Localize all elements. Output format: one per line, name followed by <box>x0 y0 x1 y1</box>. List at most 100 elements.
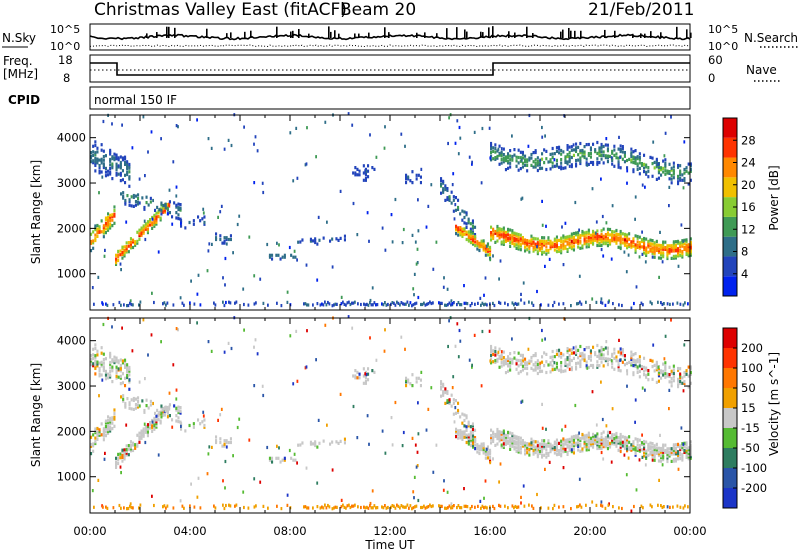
velocity-cell <box>543 442 546 446</box>
power-cell <box>519 150 522 154</box>
velocity-cell <box>417 498 420 503</box>
power-cell <box>119 253 122 257</box>
power-cell <box>465 222 468 226</box>
velocity-cell <box>128 401 131 405</box>
velocity-cell <box>575 352 578 356</box>
velocity-cell <box>572 451 575 455</box>
velocity-cell <box>104 357 107 361</box>
velocity-cell <box>528 359 531 363</box>
power-cell <box>610 257 613 261</box>
velocity-cell <box>352 504 355 508</box>
power-cell <box>225 300 227 305</box>
power-cell <box>598 238 601 242</box>
power-cell <box>140 231 143 236</box>
velocity-cell <box>115 371 118 375</box>
power-cell <box>596 234 599 239</box>
velocity-cell <box>179 499 182 503</box>
velocity-cell <box>123 455 126 459</box>
velocity-cell <box>137 403 140 407</box>
power-cell <box>683 178 686 182</box>
velocity-cell <box>657 446 660 450</box>
velocity-cell <box>615 439 618 443</box>
power-cell <box>490 145 493 149</box>
power-cell <box>626 235 629 239</box>
velocity-cell <box>687 453 690 457</box>
power-cell <box>161 210 164 214</box>
velocity-cell <box>467 424 470 428</box>
power-cell <box>225 242 228 246</box>
velocity-cell <box>102 430 105 434</box>
power-cell <box>504 238 507 242</box>
velocity-cell <box>101 378 104 382</box>
power-cell <box>560 148 563 153</box>
power-cell <box>670 168 673 172</box>
velocity-cell <box>360 505 362 510</box>
velocity-cell <box>356 370 359 374</box>
velocity-cell <box>469 436 472 440</box>
velocity-cell <box>610 460 613 464</box>
velocity-cell <box>566 451 569 455</box>
power-cell <box>551 161 554 165</box>
power-cell <box>677 248 680 253</box>
power-cell <box>352 171 355 175</box>
power-cell <box>638 152 641 156</box>
power-cell <box>242 287 245 291</box>
power-cell <box>197 273 200 277</box>
velocity-cell <box>496 437 499 441</box>
power-cell <box>555 158 558 162</box>
velocity-cell <box>581 436 584 440</box>
power-cell <box>674 249 677 253</box>
velocity-cell <box>326 423 328 427</box>
power-cell <box>689 240 692 245</box>
power-cell <box>94 143 97 148</box>
velocity-cell <box>486 506 488 510</box>
power-cell <box>279 257 282 261</box>
velocity-cell <box>520 400 523 404</box>
power-cell <box>575 148 578 152</box>
velocity-cell <box>668 407 670 411</box>
power-cell <box>681 239 684 243</box>
power-cell <box>162 302 164 306</box>
velocity-cell <box>357 505 359 509</box>
power-cell <box>261 181 264 185</box>
power-cell <box>577 245 580 249</box>
velocity-cell <box>440 394 443 398</box>
power-cell <box>458 125 461 130</box>
velocity-cell <box>115 465 118 469</box>
power-cell <box>329 239 332 243</box>
velocity-cell <box>397 504 400 508</box>
power-cell <box>215 236 218 240</box>
velocity-cell <box>180 427 183 431</box>
power-cell <box>617 238 620 242</box>
velocity-cell <box>496 435 499 439</box>
velocity-cell <box>102 427 105 431</box>
velocity-cell <box>666 452 669 456</box>
velocity-cell <box>555 447 558 451</box>
power-cell <box>113 152 116 156</box>
velocity-cell <box>450 502 453 506</box>
power-cell <box>152 198 154 203</box>
power-cell <box>604 242 607 246</box>
velocity-cell <box>555 367 558 371</box>
power-cell <box>589 155 592 159</box>
power-cell <box>492 227 495 231</box>
power-cell <box>600 177 602 181</box>
velocity-cell <box>664 375 667 379</box>
power-cell <box>657 250 660 255</box>
velocity-cell <box>618 338 620 342</box>
velocity-cell <box>126 363 129 367</box>
velocity-cell <box>605 340 608 344</box>
power-cell <box>123 248 126 253</box>
power-cell <box>100 161 103 165</box>
velocity-cell <box>175 408 178 412</box>
velocity-cell <box>181 504 184 508</box>
power-cell <box>541 250 544 254</box>
power-cell <box>107 219 110 223</box>
velocity-cell <box>600 439 603 443</box>
power-cell <box>157 211 160 215</box>
velocity-cell <box>553 361 556 365</box>
velocity-cell <box>502 356 505 360</box>
velocity-cell <box>545 442 548 446</box>
power-cell <box>109 213 112 217</box>
power-cell <box>689 167 692 172</box>
